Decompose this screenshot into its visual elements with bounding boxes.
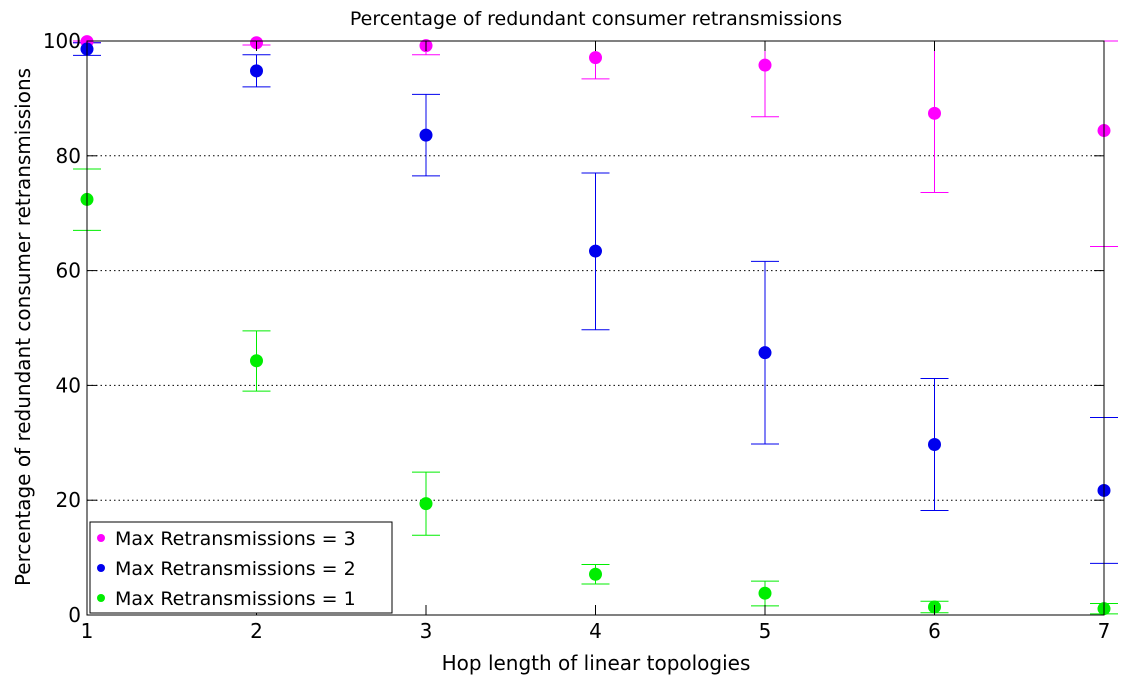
x-tick-label: 6 <box>928 619 941 643</box>
data-point-series-1 <box>928 106 941 120</box>
data-point-series-3 <box>250 354 263 368</box>
data-point-series-2 <box>419 128 433 142</box>
y-tick-label: 20 <box>56 488 81 512</box>
data-point-series-1 <box>589 51 602 65</box>
x-axis-title: Hop length of linear topologies <box>442 651 751 675</box>
y-tick-label: 0 <box>68 603 81 627</box>
y-tick-label: 80 <box>56 144 81 168</box>
legend-marker <box>97 594 105 602</box>
data-point-series-3 <box>419 497 433 511</box>
legend: Max Retransmissions = 3 Max Retransmissio… <box>89 521 393 614</box>
legend-box <box>89 521 393 614</box>
x-tick-label: 3 <box>420 619 433 643</box>
y-tick-label: 100 <box>43 29 81 53</box>
legend-entry: Max Retransmissions = 3 <box>115 528 356 550</box>
x-tick-label: 7 <box>1098 619 1111 643</box>
chart-title: Percentage of redundant consumer retrans… <box>350 8 842 30</box>
legend-entry: Max Retransmissions = 1 <box>115 588 356 610</box>
x-tick-label: 5 <box>759 619 772 643</box>
data-point-series-1 <box>758 58 772 72</box>
x-tick-label: 4 <box>589 619 602 643</box>
legend-marker <box>97 534 105 542</box>
data-point-series-3 <box>758 586 772 600</box>
data-point-series-3 <box>589 567 602 581</box>
y-tick-label: 40 <box>56 373 81 397</box>
data-point-series-2 <box>928 438 941 452</box>
data-point-series-2 <box>589 244 602 258</box>
y-axis-title: Percentage of redundant consumer retrans… <box>11 68 35 586</box>
data-point-series-2 <box>250 64 263 78</box>
legend-marker <box>97 564 105 572</box>
x-tick-label: 2 <box>250 619 263 643</box>
legend-entry: Max Retransmissions = 2 <box>115 558 356 580</box>
axes: 1 2 3 4 5 6 7 0 20 40 60 80 100 <box>43 29 1111 643</box>
y-tick-label: 60 <box>56 259 81 283</box>
data-point-series-2 <box>758 346 772 360</box>
x-tick-label: 1 <box>81 619 94 643</box>
